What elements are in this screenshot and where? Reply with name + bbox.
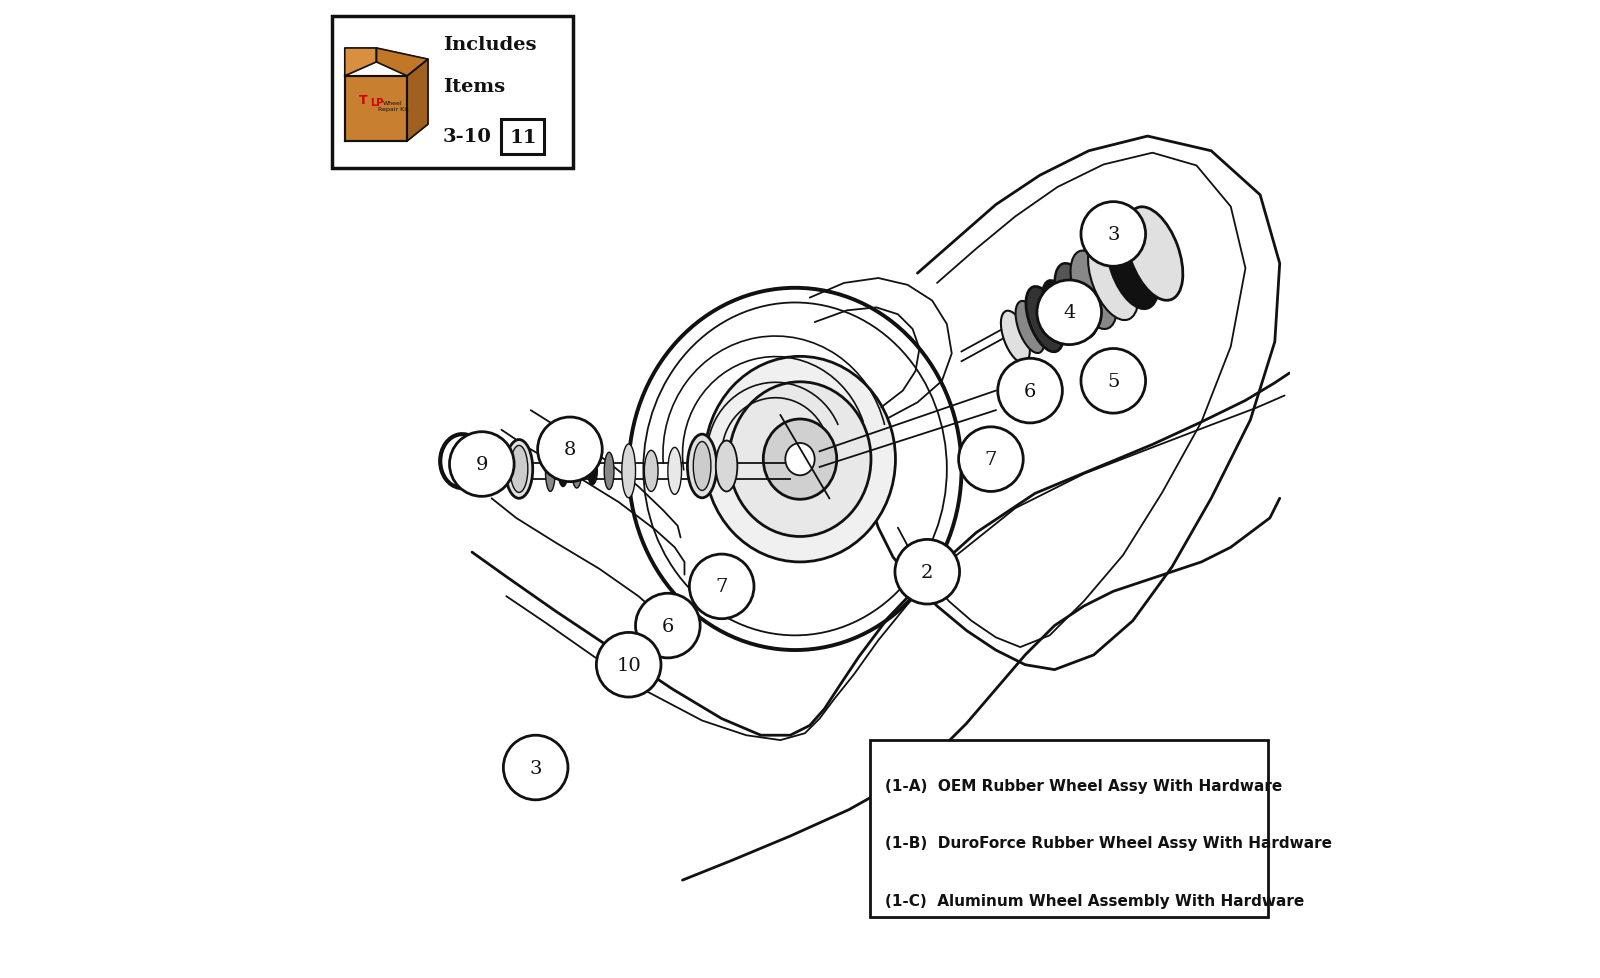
Ellipse shape (715, 441, 738, 492)
Ellipse shape (786, 444, 814, 476)
Text: (1-A)  OEM Rubber Wheel Assy With Hardware: (1-A) OEM Rubber Wheel Assy With Hardwar… (885, 778, 1283, 793)
Ellipse shape (546, 451, 555, 492)
Ellipse shape (605, 453, 614, 490)
FancyBboxPatch shape (870, 740, 1267, 917)
FancyBboxPatch shape (344, 77, 406, 142)
Text: 3: 3 (1107, 226, 1120, 244)
Text: Includes: Includes (443, 35, 536, 54)
Text: (1-B)  DuroForce Rubber Wheel Assy With Hardware: (1-B) DuroForce Rubber Wheel Assy With H… (885, 835, 1333, 851)
Circle shape (958, 427, 1024, 492)
Text: Items: Items (443, 78, 504, 96)
Circle shape (998, 359, 1062, 423)
Circle shape (450, 432, 514, 497)
Ellipse shape (1126, 207, 1182, 301)
Text: 8: 8 (563, 441, 576, 459)
Text: (1-C)  Aluminum Wheel Assembly With Hardware: (1-C) Aluminum Wheel Assembly With Hardw… (885, 893, 1304, 908)
Ellipse shape (558, 456, 568, 487)
Ellipse shape (587, 458, 597, 485)
Ellipse shape (1070, 251, 1117, 330)
Polygon shape (376, 49, 427, 77)
Ellipse shape (1043, 282, 1077, 340)
Ellipse shape (704, 357, 896, 562)
Polygon shape (406, 60, 427, 142)
Text: 5: 5 (1107, 373, 1120, 390)
FancyBboxPatch shape (333, 17, 573, 169)
Text: 2: 2 (922, 563, 933, 581)
Circle shape (894, 540, 960, 604)
Ellipse shape (1026, 288, 1064, 352)
Ellipse shape (667, 448, 682, 495)
Text: 6: 6 (1024, 382, 1037, 400)
Text: Wheel
Repair Kit: Wheel Repair Kit (378, 101, 408, 111)
Text: 10: 10 (616, 656, 642, 674)
Text: 7: 7 (984, 451, 997, 468)
Text: 4: 4 (1062, 304, 1075, 322)
FancyBboxPatch shape (501, 120, 544, 156)
Circle shape (1082, 349, 1146, 414)
Text: 6: 6 (662, 617, 674, 635)
Ellipse shape (1107, 225, 1158, 309)
Text: 3-10: 3-10 (443, 128, 491, 146)
Text: 11: 11 (509, 128, 536, 147)
Ellipse shape (645, 451, 658, 492)
Text: 3: 3 (530, 759, 542, 777)
Circle shape (538, 418, 602, 482)
Circle shape (690, 555, 754, 619)
Ellipse shape (730, 382, 870, 537)
Circle shape (1082, 202, 1146, 267)
Circle shape (1037, 281, 1101, 345)
Polygon shape (344, 49, 376, 77)
Text: 7: 7 (715, 578, 728, 596)
Circle shape (635, 594, 701, 658)
Text: LP: LP (370, 98, 382, 108)
Ellipse shape (763, 420, 837, 500)
Ellipse shape (571, 454, 582, 489)
Ellipse shape (1002, 311, 1030, 364)
Circle shape (504, 735, 568, 800)
Ellipse shape (510, 446, 528, 493)
Circle shape (597, 633, 661, 697)
Text: T: T (358, 94, 368, 107)
Ellipse shape (622, 444, 635, 499)
Ellipse shape (1054, 264, 1098, 338)
Ellipse shape (693, 442, 710, 491)
Text: 9: 9 (475, 456, 488, 473)
Ellipse shape (688, 434, 717, 499)
Ellipse shape (1016, 301, 1045, 354)
Ellipse shape (506, 440, 533, 499)
Ellipse shape (1088, 237, 1139, 321)
